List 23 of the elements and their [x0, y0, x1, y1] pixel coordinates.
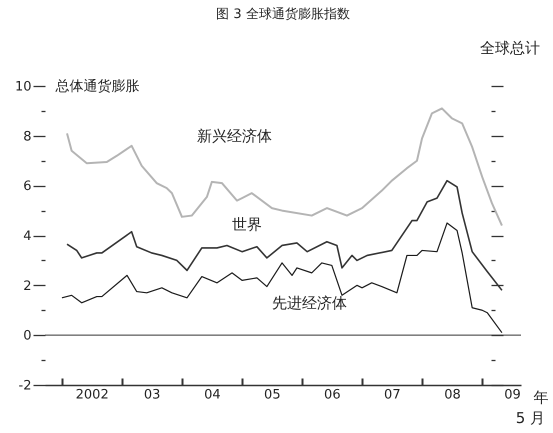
x-tick-label: 09: [504, 388, 521, 402]
y2-axis-title: 全球总计: [480, 39, 540, 57]
y-tick-label: -2: [18, 378, 32, 394]
x-tick-label: 05: [264, 388, 281, 402]
x-axis-title: 年: [534, 388, 548, 406]
x-tick-label: 04: [204, 388, 221, 402]
y-tick-label: 10: [14, 80, 32, 94]
y-tick-label: 4: [23, 229, 32, 244]
y-tick-label: 0: [23, 328, 32, 344]
x-tick-label: 2002: [76, 388, 109, 402]
x-tick-label: 08: [444, 388, 461, 402]
x-tick-label: 06: [324, 388, 341, 402]
y-tick-label: 2: [23, 278, 32, 294]
text: 新兴经济体: [196, 126, 272, 145]
text: 5 月: [516, 409, 545, 427]
y-axis-title: 总体通货膨胀: [54, 78, 140, 94]
y-tick-label: 8: [23, 129, 32, 144]
x-tick-label: 03: [144, 388, 160, 402]
chart-title: 图 3 全球通货膨胀指数: [216, 7, 350, 22]
y-tick-label: 6: [23, 179, 32, 194]
x-tick-label: 07: [384, 388, 401, 402]
series-label: 世界: [232, 215, 262, 234]
series-label: 先进经济体: [272, 294, 347, 312]
